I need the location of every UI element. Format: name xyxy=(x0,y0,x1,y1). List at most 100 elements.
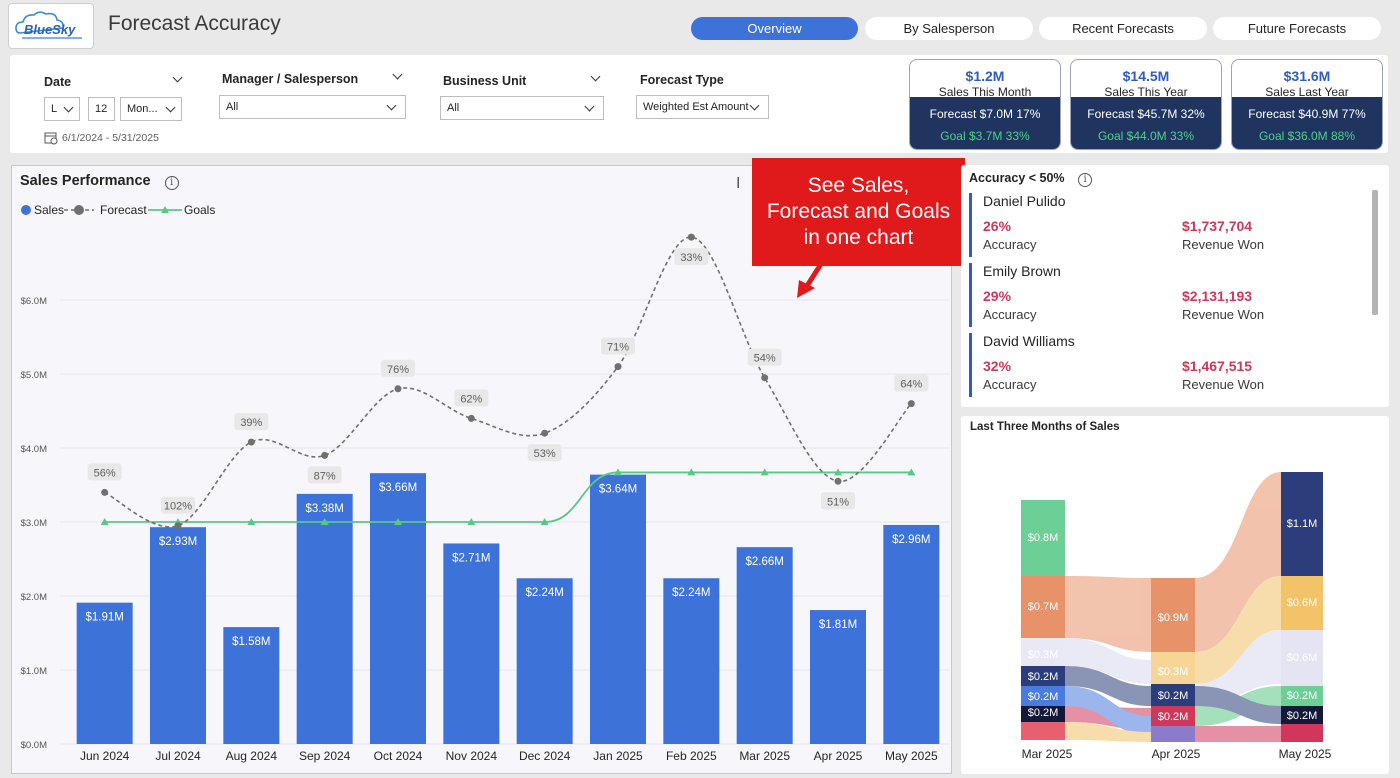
accuracy-label-bg xyxy=(601,337,635,355)
kpi-card-sales-last-year: $31.6M Sales Last Year Forecast $40.9M 7… xyxy=(1231,59,1383,150)
sales-bar-label: $3.64M xyxy=(599,484,637,496)
sales-bar-label: $1.91M xyxy=(85,612,123,624)
revenue-label: Revenue Won xyxy=(1182,307,1265,322)
business-unit-chevron-icon[interactable] xyxy=(590,71,601,82)
node-mar-orange[interactable] xyxy=(1021,576,1065,638)
manager-select[interactable]: All xyxy=(219,95,406,119)
tab-overview[interactable]: Overview xyxy=(691,17,858,40)
node-mar-blue[interactable] xyxy=(1021,686,1065,706)
sales-performance-chart: Sales Forecast Goals I $0.0M $1.0M $2.0M $3… xyxy=(21,175,950,763)
scrollbar[interactable] xyxy=(1372,190,1378,315)
accuracy-label: 87% xyxy=(314,470,336,482)
accuracy-label: 76% xyxy=(387,364,409,376)
node-apr-purple[interactable] xyxy=(1151,726,1195,742)
x-tick-label: Feb 2025 xyxy=(666,749,717,763)
node-apr-navy[interactable] xyxy=(1151,684,1195,706)
legend-goals-marker xyxy=(161,206,169,213)
flow-apr-may-orange[interactable] xyxy=(1195,472,1281,652)
date-count-input[interactable]: 12 xyxy=(88,97,115,121)
node-mar-navy[interactable] xyxy=(1021,666,1065,686)
flow-apr-may-yellow[interactable] xyxy=(1195,576,1281,684)
kpi-goal: Goal $44.0M 33% xyxy=(1097,129,1195,143)
node-may-dark[interactable] xyxy=(1281,706,1323,724)
flow-apr-may-navy[interactable] xyxy=(1195,686,1281,724)
accuracy-label: 33% xyxy=(680,252,702,264)
chart-title-row: Sales Performance i xyxy=(20,173,179,190)
node-may-light[interactable] xyxy=(1281,630,1323,686)
x-tick-label: Apr 2025 xyxy=(814,749,863,763)
goals-point xyxy=(247,518,256,525)
forecast-type-label: Forecast Type xyxy=(640,73,724,87)
legend-sales-label[interactable]: Sales xyxy=(34,203,64,217)
date-filter-chevron-icon[interactable] xyxy=(172,72,183,83)
flow-mar-apr-orange[interactable] xyxy=(1065,576,1151,652)
forecast-point xyxy=(394,385,402,393)
flow-mar-apr-navy[interactable] xyxy=(1065,666,1151,706)
kpi-forecast: Forecast $7.0M 17% xyxy=(929,107,1041,121)
y-tick-label: $2.0M xyxy=(21,592,47,603)
forecast-point xyxy=(834,477,842,485)
sales-bar[interactable] xyxy=(663,578,720,744)
manager-filter-chevron-icon[interactable] xyxy=(392,69,403,80)
goals-line xyxy=(104,471,912,523)
node-mar-green[interactable] xyxy=(1021,500,1065,576)
calendar-icon[interactable] xyxy=(44,131,58,145)
node-apr-yellow[interactable] xyxy=(1151,652,1195,684)
sankey-label: $0.2M xyxy=(1158,711,1189,723)
sales-bar[interactable] xyxy=(443,543,500,744)
sales-bar[interactable] xyxy=(810,610,866,744)
flow-mar-apr-blue[interactable] xyxy=(1065,686,1151,736)
date-filter-label: Date xyxy=(44,75,72,89)
kpi-goal: Goal $3.7M 33% xyxy=(940,129,1030,143)
list-item[interactable]: David Williams 32% Accuracy $1,467,515 R… xyxy=(969,333,1365,397)
kpi-label: Sales This Year xyxy=(1104,85,1188,99)
accuracy-value: 29% xyxy=(983,288,1012,304)
sankey-label: $0.2M xyxy=(1028,691,1059,703)
flow-apr-may-light[interactable] xyxy=(1195,630,1281,706)
sales-bar[interactable] xyxy=(516,578,573,744)
cursor-icon: I xyxy=(736,175,740,192)
sales-bar[interactable] xyxy=(76,602,133,744)
node-apr-orange[interactable] xyxy=(1151,578,1195,652)
date-unit-select[interactable]: L xyxy=(44,97,80,121)
sales-bar-label: $3.38M xyxy=(305,503,343,515)
manager-filter-label: Manager / Salesperson xyxy=(222,72,359,86)
node-mar-dark[interactable] xyxy=(1021,706,1065,722)
sales-bar[interactable] xyxy=(590,474,646,744)
date-period-select[interactable]: Mon... xyxy=(120,97,182,121)
info-icon[interactable]: i xyxy=(164,176,179,190)
flow-mar-apr-light[interactable] xyxy=(1065,638,1151,684)
tab-recent-forecasts[interactable]: Recent Forecasts xyxy=(1039,17,1207,40)
node-may-red[interactable] xyxy=(1281,724,1323,742)
sales-bar[interactable] xyxy=(883,524,940,744)
legend-goals-label[interactable]: Goals xyxy=(184,203,215,217)
business-unit-select[interactable]: All xyxy=(440,96,604,120)
node-mar-light[interactable] xyxy=(1021,638,1065,666)
flow-mar-apr-yellow[interactable] xyxy=(1065,722,1151,742)
y-tick-label: $0.0M xyxy=(21,740,47,751)
sales-bar[interactable] xyxy=(296,493,353,744)
node-apr-red[interactable] xyxy=(1151,706,1195,726)
kpi-forecast: Forecast $40.9M 77% xyxy=(1248,107,1366,121)
y-tick-label: $3.0M xyxy=(21,518,47,529)
list-item[interactable]: Emily Brown 29% Accuracy $2,131,193 Reve… xyxy=(969,263,1365,327)
tab-by-salesperson[interactable]: By Salesperson xyxy=(865,17,1033,40)
kpi-label: Sales This Month xyxy=(938,85,1032,99)
sales-bar[interactable] xyxy=(150,527,206,744)
sankey-label: $0.8M xyxy=(1028,532,1059,544)
node-mar-red[interactable] xyxy=(1021,722,1065,740)
info-icon[interactable]: i xyxy=(1078,173,1093,187)
sales-bar-label: $3.66M xyxy=(379,482,417,494)
node-may-green[interactable] xyxy=(1281,686,1323,706)
list-item[interactable]: Daniel Pulido 26% Accuracy $1,737,704 Re… xyxy=(969,193,1365,257)
sales-bar[interactable] xyxy=(223,627,280,744)
node-may-yellow[interactable] xyxy=(1281,576,1323,630)
sales-bar[interactable] xyxy=(736,547,793,744)
tab-future-forecasts[interactable]: Future Forecasts xyxy=(1213,17,1381,40)
sales-bar[interactable] xyxy=(370,473,426,744)
legend-forecast-label[interactable]: Forecast xyxy=(100,203,147,217)
flow-apr-may-red[interactable] xyxy=(1195,726,1281,742)
callout-line-3: in one chart xyxy=(803,226,914,249)
forecast-type-select[interactable]: Weighted Est Amount xyxy=(636,95,769,119)
node-may-navy[interactable] xyxy=(1281,472,1323,576)
